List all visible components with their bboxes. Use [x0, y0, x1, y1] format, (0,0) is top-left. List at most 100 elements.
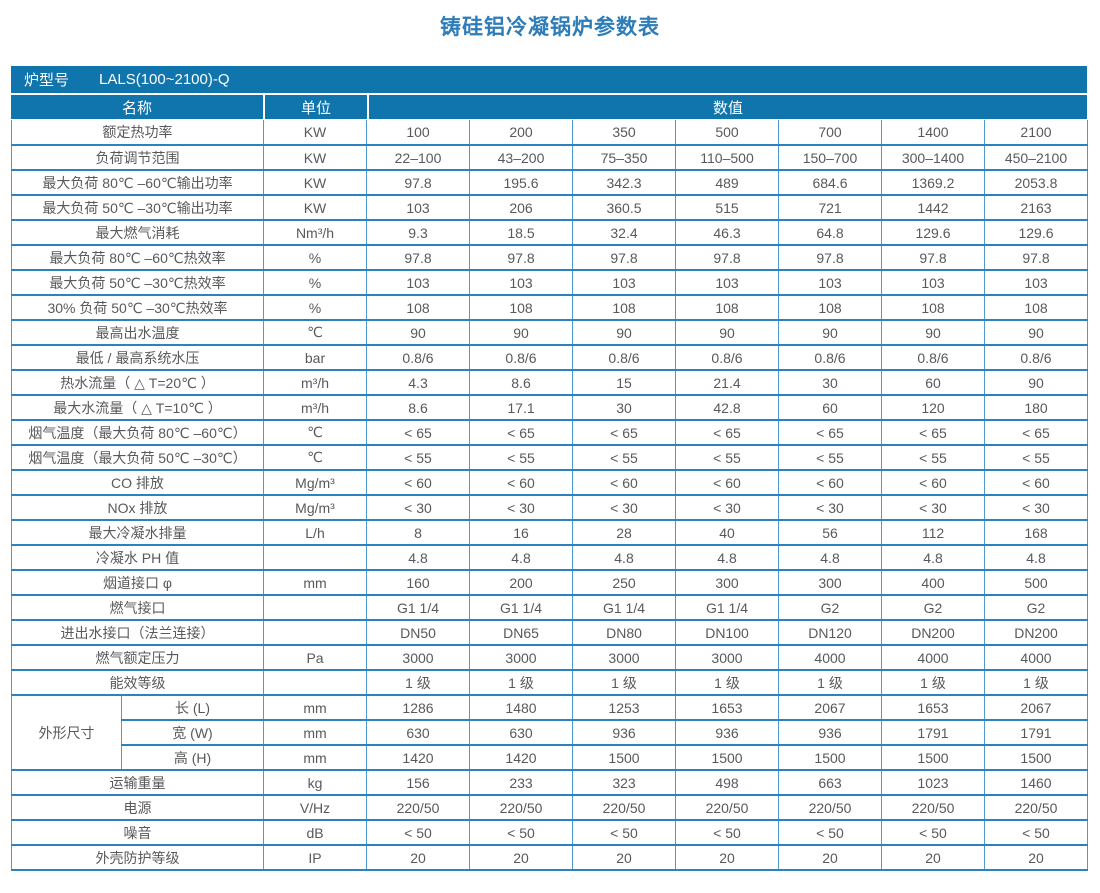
param-name-cell: 外壳防护等级 [11, 844, 264, 871]
param-unit-cell: KW [263, 120, 367, 146]
param-table-body: 额定热功率 KW 100 200 350 500 700 1400 2100 负荷调节范围 KW 22… [11, 120, 1088, 871]
param-value-cell: 103 [984, 269, 1088, 296]
param-unit-cell: m³/h [263, 394, 367, 421]
param-value-cell: 21.4 [675, 369, 779, 396]
param-value-cell: 100 [366, 120, 470, 146]
param-value-cell: 20 [778, 844, 882, 871]
table-row: 热水流量（ △ T=20℃ ） m³/h 4.3 8.6 15 21.4 30 60 90 [11, 369, 1088, 396]
param-value-cell: 721 [778, 194, 882, 221]
param-value-cell: 1420 [469, 744, 573, 771]
param-value-cell: < 50 [675, 819, 779, 846]
param-value-cell: 206 [469, 194, 573, 221]
param-value-cell: 22–100 [366, 144, 470, 171]
param-name-cell: 烟道接口 φ [11, 569, 264, 596]
param-value-cell: 120 [881, 394, 985, 421]
param-unit-cell: mm [263, 694, 367, 721]
param-value-cell: 400 [881, 569, 985, 596]
table-row: 外壳防护等级 IP 20 20 20 20 20 20 20 [11, 844, 1088, 871]
table-row: 烟道接口 φ mm 160 200 250 300 300 400 500 [11, 569, 1088, 596]
param-value-cell: G1 1/4 [366, 594, 470, 621]
param-value-cell: 129.6 [984, 219, 1088, 246]
param-value-cell: < 60 [366, 469, 470, 496]
param-name-cell: 最大冷凝水排量 [11, 519, 264, 546]
param-value-cell: 103 [675, 269, 779, 296]
param-value-cell: 18.5 [469, 219, 573, 246]
param-value-cell: 20 [469, 844, 573, 871]
model-header-bar: 炉型号 LALS(100~2100)-Q [11, 66, 1087, 93]
param-value-cell: < 65 [778, 419, 882, 446]
param-value-cell: < 60 [881, 469, 985, 496]
row-group-label: 外形尺寸 [11, 694, 122, 771]
param-value-cell: 1500 [984, 744, 1088, 771]
param-value-cell: < 60 [984, 469, 1088, 496]
param-value-cell: 220/50 [572, 794, 676, 821]
column-header-values: 数值 [369, 95, 1087, 119]
param-value-cell: < 50 [984, 819, 1088, 846]
param-value-cell: 8.6 [366, 394, 470, 421]
param-value-cell: 220/50 [778, 794, 882, 821]
param-value-cell: < 30 [572, 494, 676, 521]
column-header-name: 名称 [11, 95, 263, 119]
param-unit-cell [263, 669, 367, 696]
param-name-cell: 燃气接口 [11, 594, 264, 621]
param-unit-cell: Pa [263, 644, 367, 671]
param-value-cell: < 30 [984, 494, 1088, 521]
param-value-cell: 500 [984, 569, 1088, 596]
param-value-cell: 90 [572, 319, 676, 346]
page-title: 铸硅铝冷凝锅炉参数表 [440, 16, 660, 39]
param-name-cell: 负荷调节范围 [11, 144, 264, 171]
param-value-cell: < 30 [366, 494, 470, 521]
param-value-cell: < 60 [572, 469, 676, 496]
param-value-cell: 40 [675, 519, 779, 546]
param-value-cell: 0.8/6 [984, 344, 1088, 371]
param-unit-cell: mm [263, 569, 367, 596]
param-value-cell: < 50 [881, 819, 985, 846]
param-value-cell: < 55 [572, 444, 676, 471]
table-row: 外形尺寸长 (L) mm 1286 1480 1253 1653 2067 1653 2067 [11, 694, 1088, 771]
param-unit-cell: KW [263, 144, 367, 171]
param-value-cell: 97.8 [366, 244, 470, 271]
param-value-cell: 300 [675, 569, 779, 596]
param-value-cell: 30 [778, 369, 882, 396]
param-value-cell: 1286 [366, 694, 470, 721]
param-value-cell: < 50 [469, 819, 573, 846]
param-value-cell: 90 [984, 369, 1088, 396]
param-value-cell: DN200 [881, 619, 985, 646]
param-value-cell: < 55 [366, 444, 470, 471]
param-value-cell: 1 级 [675, 669, 779, 696]
param-value-cell: 90 [778, 319, 882, 346]
param-value-cell: 4000 [778, 644, 882, 671]
param-unit-cell: ℃ [263, 444, 367, 471]
param-value-cell: 700 [778, 120, 882, 146]
param-value-cell: 168 [984, 519, 1088, 546]
param-value-cell: 220/50 [366, 794, 470, 821]
table-row: 额定热功率 KW 100 200 350 500 700 1400 2100 [11, 120, 1088, 146]
param-name-cell: 噪音 [11, 819, 264, 846]
param-name-cell: 最大负荷 80℃ –60℃输出功率 [11, 169, 264, 196]
param-value-cell: 1500 [572, 744, 676, 771]
param-value-cell: 103 [366, 269, 470, 296]
param-value-cell: 1791 [881, 719, 985, 746]
param-value-cell: 1500 [881, 744, 985, 771]
param-value-cell: 2163 [984, 194, 1088, 221]
param-unit-cell: IP [263, 844, 367, 871]
param-name-cell: 最大燃气消耗 [11, 219, 264, 246]
param-value-cell: 90 [984, 319, 1088, 346]
table-row: 烟气温度（最大负荷 80℃ –60℃） ℃ < 65 < 65 < 65 < 65 < 65… [11, 419, 1088, 446]
param-value-cell: 4.3 [366, 369, 470, 396]
param-name-cell: 长 (L) [121, 694, 264, 721]
param-value-cell: < 65 [675, 419, 779, 446]
param-unit-cell [263, 619, 367, 646]
param-value-cell: 32.4 [572, 219, 676, 246]
param-name-cell: 能效等级 [11, 669, 264, 696]
param-value-cell: 108 [675, 294, 779, 321]
param-name-cell: 宽 (W) [121, 719, 264, 746]
param-value-cell: 195.6 [469, 169, 573, 196]
param-value-cell: 108 [984, 294, 1088, 321]
param-name-cell: 进出水接口（法兰连接） [11, 619, 264, 646]
param-unit-cell: mm [263, 719, 367, 746]
param-value-cell: 1500 [778, 744, 882, 771]
table-row: 最高出水温度 ℃ 90 90 90 90 90 90 90 [11, 319, 1088, 346]
param-value-cell: G2 [881, 594, 985, 621]
